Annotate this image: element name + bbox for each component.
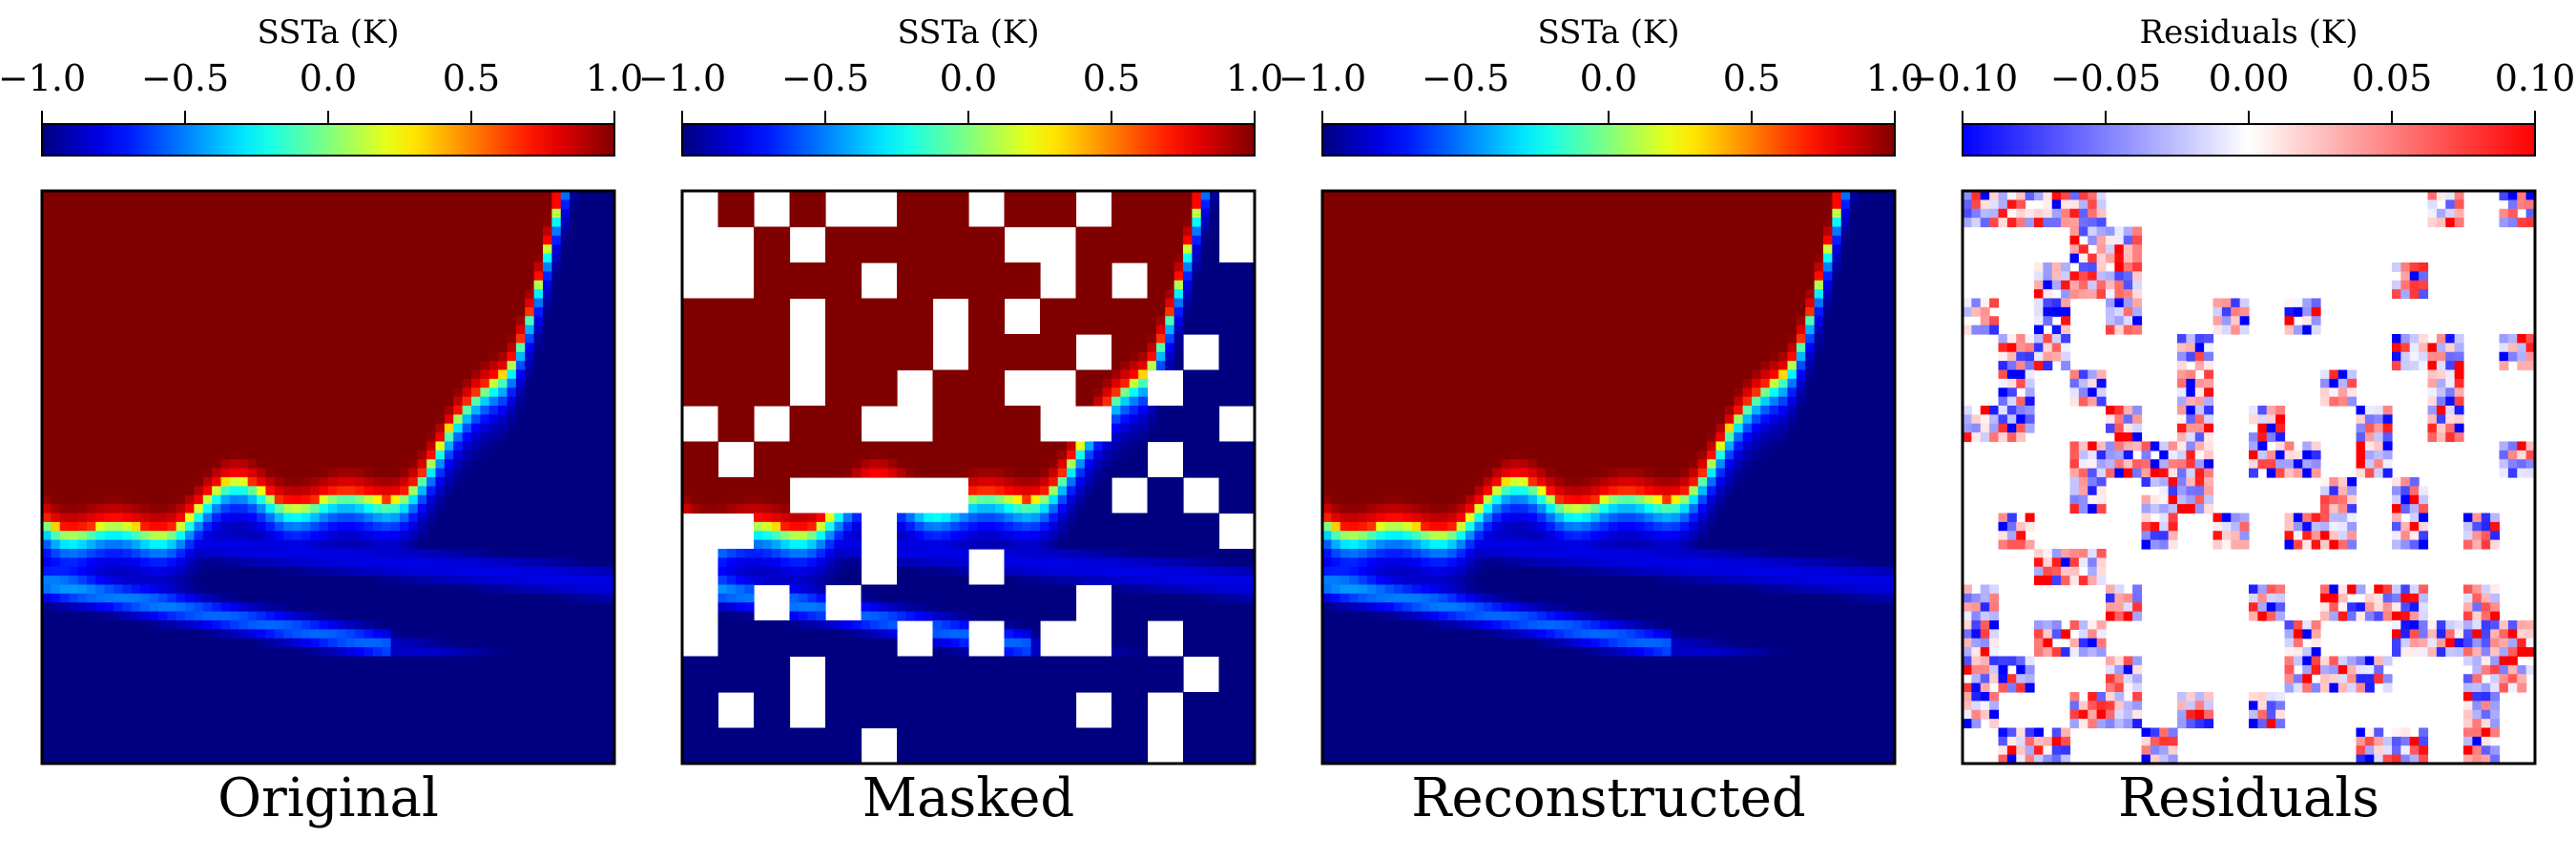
panel-caption: Masked: [862, 767, 1074, 829]
colorbar-label: SSTa (K): [1537, 13, 1679, 52]
heatmap-frame: [1320, 189, 1897, 765]
heatmap: [42, 191, 615, 765]
colorbar-tick-label: 0.0: [300, 57, 357, 99]
colorbar-tick-label: −1.0: [0, 57, 86, 99]
heatmap: [1322, 191, 1896, 765]
colorbar-tick-label: 1.0: [1226, 57, 1283, 99]
colorbar: [41, 123, 615, 157]
panel-1: SSTa (K) −1.0 −0.5 0.0 0.5 1.0 Original: [0, 13, 643, 829]
colorbar-tick-label: −0.5: [141, 57, 229, 99]
panel-3: SSTa (K) −1.0 −0.5 0.0 0.5 1.0 Reconstructed: [1278, 13, 1923, 829]
heatmap: [1963, 191, 2536, 765]
colorbar-tick-label: −0.05: [2050, 57, 2161, 99]
colorbar-tick-label: 0.00: [2209, 57, 2290, 99]
heatmap: [682, 191, 1256, 765]
colorbar-tick-label: −0.5: [781, 57, 869, 99]
colorbar-label: Residuals (K): [2139, 13, 2358, 52]
panel-4: Residuals (K) −0.10 −0.05 0.00 0.05 0.10 Resid…: [1907, 13, 2576, 829]
colorbar-label: SSTa (K): [257, 13, 399, 52]
colorbar: [1321, 123, 1896, 157]
colorbar-tick-label: −1.0: [1278, 57, 1366, 99]
colorbar-tick-label: 0.5: [1723, 57, 1780, 99]
colorbar-tick-label: 0.0: [1580, 57, 1637, 99]
colorbar-tick-label: 1.0: [586, 57, 643, 99]
colorbar-label: SSTa (K): [897, 13, 1039, 52]
panel-caption: Reconstructed: [1411, 767, 1805, 829]
colorbar-tick-label: −0.5: [1422, 57, 1509, 99]
colorbar-tick-label: 1.0: [1866, 57, 1923, 99]
panel-caption: Residuals: [2118, 767, 2379, 829]
colorbar-tick-label: −0.10: [1907, 57, 2018, 99]
panel-caption: Original: [218, 767, 439, 829]
colorbar-tick-label: 0.10: [2495, 57, 2576, 99]
colorbar-tick-label: 0.0: [940, 57, 997, 99]
colorbar-tick-label: 0.5: [443, 57, 500, 99]
heatmap-frame: [680, 189, 1257, 765]
panel-2: SSTa (K) −1.0 −0.5 0.0 0.5 1.0 Masked: [638, 13, 1283, 829]
heatmap-frame: [1961, 189, 2537, 765]
colorbar-tick-label: −1.0: [638, 57, 726, 99]
colorbar: [1962, 123, 2536, 157]
colorbar-tick-label: 0.5: [1083, 57, 1140, 99]
colorbar: [681, 123, 1256, 157]
colorbar-tick-label: 0.05: [2352, 57, 2433, 99]
heatmap-frame: [40, 189, 616, 765]
